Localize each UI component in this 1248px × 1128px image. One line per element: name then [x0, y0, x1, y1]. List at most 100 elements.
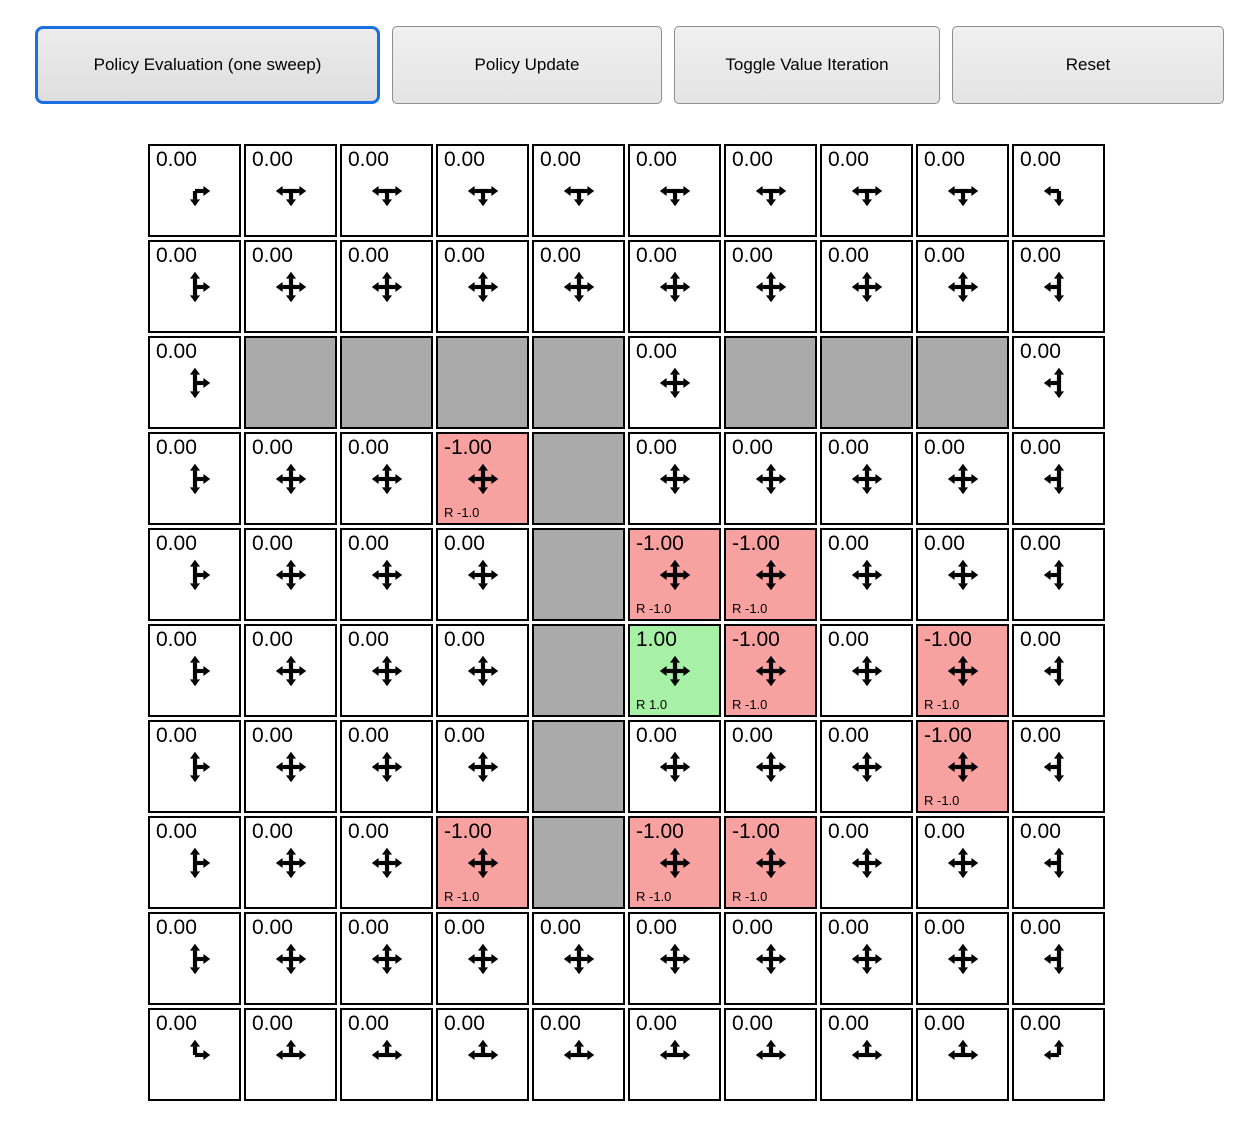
- grid-cell[interactable]: -1.00 R -1.0: [436, 816, 529, 909]
- grid-cell[interactable]: 0.00: [244, 816, 337, 909]
- grid-cell[interactable]: 0.00: [532, 912, 625, 1005]
- grid-cell[interactable]: 0.00: [724, 912, 817, 1005]
- grid-cell[interactable]: 0.00: [1012, 1008, 1105, 1101]
- policy-update-button[interactable]: Policy Update: [392, 26, 662, 104]
- grid-cell[interactable]: 0.00: [820, 240, 913, 333]
- reset-button[interactable]: Reset: [952, 26, 1224, 104]
- grid-cell[interactable]: 0.00: [340, 1008, 433, 1101]
- grid-cell[interactable]: 0.00: [244, 912, 337, 1005]
- grid-cell[interactable]: 0.00: [628, 240, 721, 333]
- grid-cell[interactable]: 0.00: [340, 720, 433, 813]
- policy-arrows-icon: [851, 185, 882, 206]
- grid-cell[interactable]: 0.00: [916, 144, 1009, 237]
- policy-arrows-icon: [755, 271, 786, 302]
- grid-cell[interactable]: 0.00: [148, 144, 241, 237]
- grid-cell[interactable]: -1.00 R -1.0: [724, 816, 817, 909]
- grid-cell[interactable]: 0.00: [916, 1008, 1009, 1101]
- grid-cell[interactable]: 0.00: [436, 912, 529, 1005]
- grid-cell[interactable]: 0.00: [148, 336, 241, 429]
- cell-value: 0.00: [924, 436, 965, 459]
- grid-cell[interactable]: 0.00: [628, 1008, 721, 1101]
- grid-cell[interactable]: 0.00: [820, 624, 913, 717]
- grid-cell[interactable]: 0.00: [148, 912, 241, 1005]
- cell-value: 0.00: [252, 916, 293, 939]
- grid-cell[interactable]: -1.00 R -1.0: [436, 432, 529, 525]
- grid-cell[interactable]: 0.00: [148, 624, 241, 717]
- grid-cell[interactable]: 0.00: [724, 432, 817, 525]
- grid-cell[interactable]: 0.00: [532, 1008, 625, 1101]
- grid-cell[interactable]: -1.00 R -1.0: [724, 528, 817, 621]
- grid-cell[interactable]: 0.00: [1012, 528, 1105, 621]
- grid-cell[interactable]: 0.00: [724, 720, 817, 813]
- grid-cell[interactable]: 0.00: [340, 240, 433, 333]
- grid-cell[interactable]: 0.00: [628, 336, 721, 429]
- grid-cell[interactable]: 0.00: [244, 144, 337, 237]
- grid-cell[interactable]: 0.00: [436, 144, 529, 237]
- grid-cell[interactable]: 0.00: [916, 432, 1009, 525]
- grid-cell[interactable]: 0.00: [916, 912, 1009, 1005]
- grid-cell[interactable]: 0.00: [916, 528, 1009, 621]
- grid-cell[interactable]: 0.00: [820, 720, 913, 813]
- grid-cell[interactable]: 0.00: [820, 912, 913, 1005]
- grid-cell[interactable]: 0.00: [244, 240, 337, 333]
- grid-cell[interactable]: 0.00: [724, 144, 817, 237]
- grid-cell[interactable]: 0.00: [1012, 432, 1105, 525]
- grid-cell[interactable]: 0.00: [1012, 240, 1105, 333]
- grid-cell[interactable]: 0.00: [1012, 336, 1105, 429]
- grid-cell[interactable]: 0.00: [436, 528, 529, 621]
- grid-cell[interactable]: 0.00: [820, 816, 913, 909]
- grid-cell[interactable]: 0.00: [340, 528, 433, 621]
- grid-cell[interactable]: 0.00: [724, 240, 817, 333]
- grid-cell[interactable]: 0.00: [1012, 720, 1105, 813]
- grid-cell[interactable]: 0.00: [244, 624, 337, 717]
- grid-cell[interactable]: 0.00: [820, 144, 913, 237]
- grid-cell[interactable]: 0.00: [532, 144, 625, 237]
- grid-cell[interactable]: 0.00: [340, 432, 433, 525]
- grid-cell[interactable]: 0.00: [244, 1008, 337, 1101]
- grid-cell[interactable]: 0.00: [1012, 816, 1105, 909]
- grid-cell[interactable]: 0.00: [244, 720, 337, 813]
- grid-cell[interactable]: 1.00 R 1.0: [628, 624, 721, 717]
- grid-cell[interactable]: -1.00 R -1.0: [916, 624, 1009, 717]
- policy-arrows-icon: [275, 943, 306, 974]
- grid-cell[interactable]: -1.00 R -1.0: [724, 624, 817, 717]
- policy-arrows-icon: [189, 847, 210, 878]
- grid-cell[interactable]: 0.00: [244, 528, 337, 621]
- grid-cell[interactable]: 0.00: [820, 528, 913, 621]
- grid-cell[interactable]: 0.00: [340, 816, 433, 909]
- grid-cell[interactable]: 0.00: [724, 1008, 817, 1101]
- grid-cell[interactable]: 0.00: [340, 624, 433, 717]
- grid-cell[interactable]: 0.00: [916, 240, 1009, 333]
- grid-cell[interactable]: 0.00: [916, 816, 1009, 909]
- grid-cell[interactable]: 0.00: [628, 432, 721, 525]
- grid-cell[interactable]: 0.00: [436, 1008, 529, 1101]
- grid-cell[interactable]: 0.00: [628, 144, 721, 237]
- grid-cell[interactable]: 0.00: [436, 720, 529, 813]
- grid-cell[interactable]: -1.00 R -1.0: [916, 720, 1009, 813]
- grid-cell[interactable]: 0.00: [436, 624, 529, 717]
- policy-arrows-icon: [755, 1039, 786, 1060]
- grid-cell[interactable]: -1.00 R -1.0: [628, 816, 721, 909]
- grid-cell[interactable]: 0.00: [148, 816, 241, 909]
- grid-cell[interactable]: 0.00: [532, 240, 625, 333]
- grid-cell[interactable]: 0.00: [820, 432, 913, 525]
- policy-evaluation-button[interactable]: Policy Evaluation (one sweep): [35, 26, 380, 104]
- grid-cell[interactable]: 0.00: [628, 720, 721, 813]
- toggle-value-iteration-button[interactable]: Toggle Value Iteration: [674, 26, 940, 104]
- grid-cell[interactable]: 0.00: [820, 1008, 913, 1101]
- grid-cell[interactable]: 0.00: [1012, 912, 1105, 1005]
- grid-cell[interactable]: 0.00: [340, 144, 433, 237]
- grid-cell[interactable]: 0.00: [148, 432, 241, 525]
- grid-cell[interactable]: 0.00: [148, 240, 241, 333]
- grid-cell[interactable]: 0.00: [1012, 624, 1105, 717]
- grid-cell[interactable]: 0.00: [340, 912, 433, 1005]
- grid-cell[interactable]: 0.00: [148, 1008, 241, 1101]
- grid-cell[interactable]: 0.00: [1012, 144, 1105, 237]
- grid-cell[interactable]: 0.00: [148, 528, 241, 621]
- grid-cell[interactable]: -1.00 R -1.0: [628, 528, 721, 621]
- cell-value: -1.00: [732, 628, 780, 651]
- grid-cell[interactable]: 0.00: [148, 720, 241, 813]
- grid-cell[interactable]: 0.00: [436, 240, 529, 333]
- grid-cell[interactable]: 0.00: [244, 432, 337, 525]
- grid-cell[interactable]: 0.00: [628, 912, 721, 1005]
